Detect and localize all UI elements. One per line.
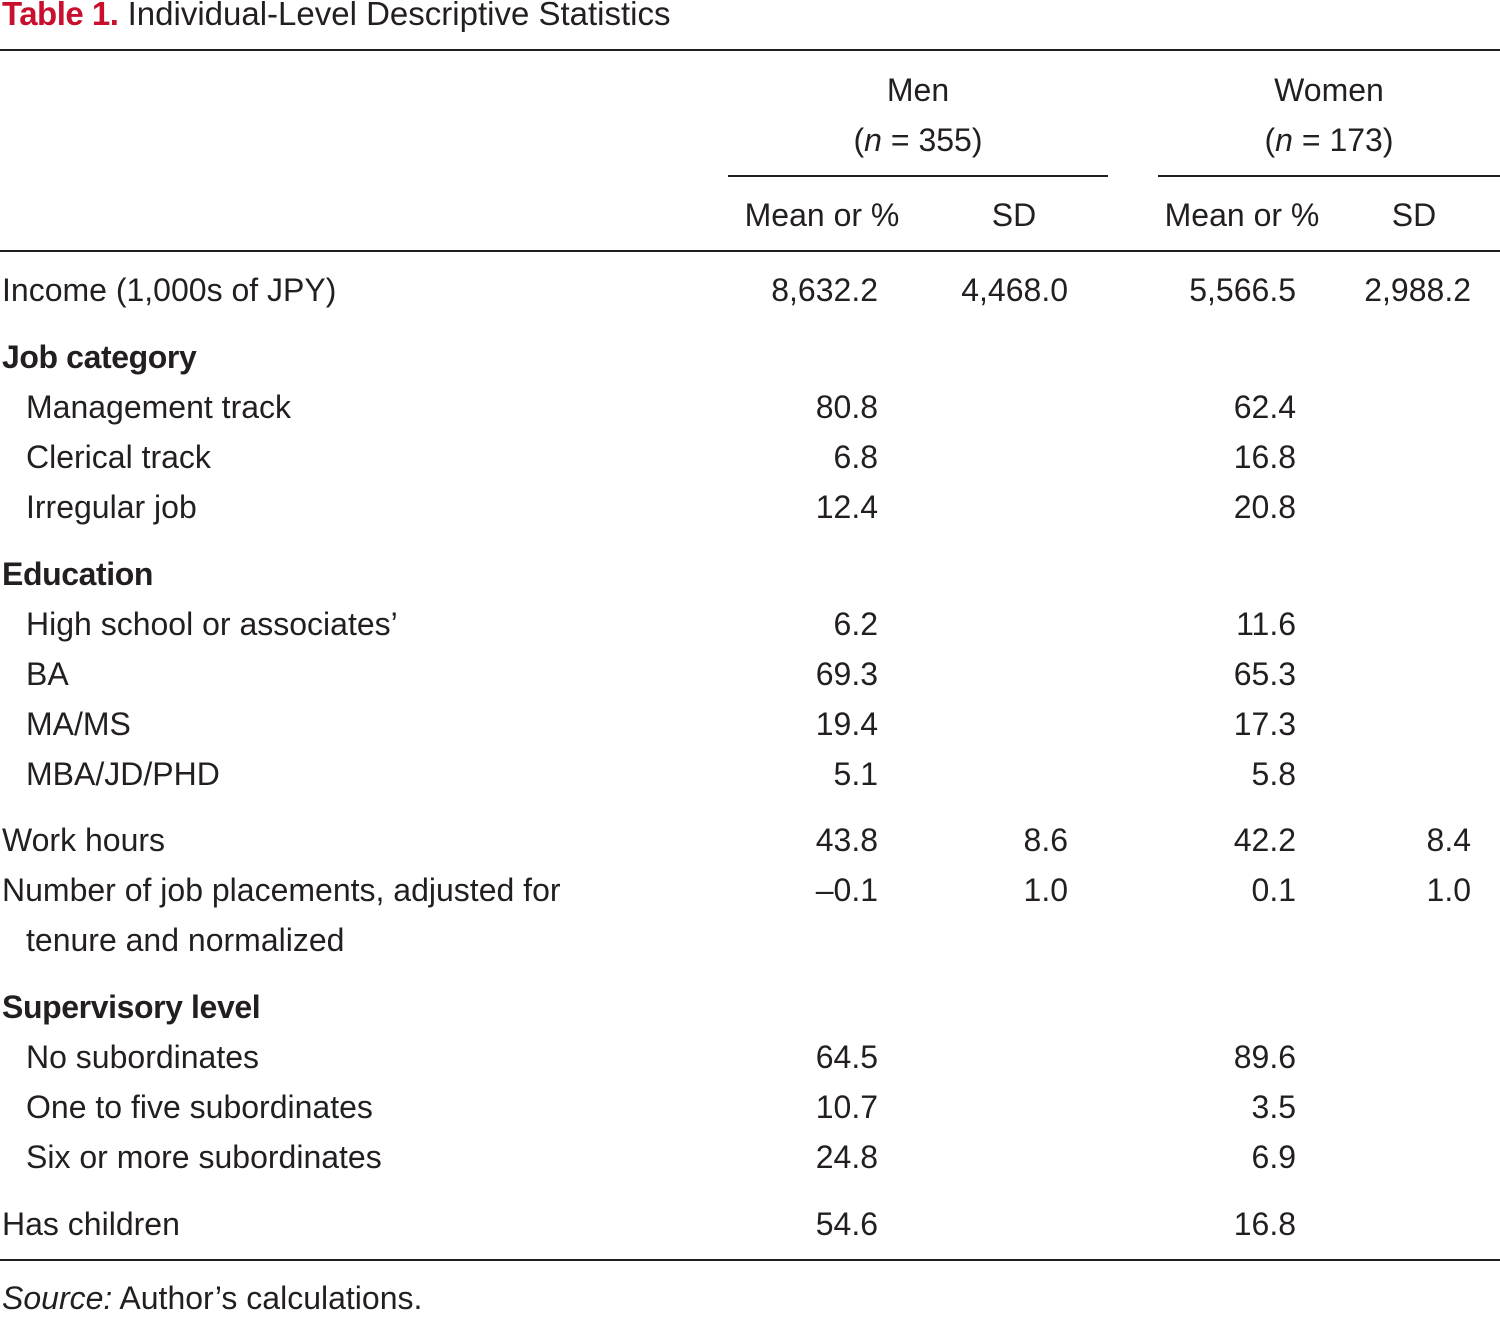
- table-row: Number of job placements, adjusted for –…: [0, 865, 1500, 915]
- cell-women-mean: 6.9: [1251, 1139, 1296, 1175]
- table-row: Clerical track 6.8 16.8: [0, 432, 1500, 482]
- table-row: Has children 54.6 16.8: [0, 1199, 1500, 1249]
- header-rule: [0, 250, 1500, 252]
- group-name: Men: [886, 72, 950, 108]
- table-row: MA/MS 19.4 17.3: [0, 699, 1500, 749]
- row-label: High school or associates’: [26, 606, 398, 642]
- cell-women-sd: 1.0: [1426, 872, 1471, 908]
- col-header-women-sd: SD: [1391, 197, 1437, 233]
- row-label: Has children: [2, 1206, 180, 1242]
- cell-women-mean: 16.8: [1233, 439, 1296, 475]
- col-header-women-mean: Mean or %: [1164, 197, 1320, 233]
- row-label: MBA/JD/PHD: [26, 756, 220, 792]
- section-header: Education: [0, 549, 1500, 599]
- bottom-rule: [0, 1259, 1500, 1261]
- table-label: Table 1.: [2, 0, 119, 32]
- cell-men-mean: 54.6: [815, 1206, 878, 1242]
- cell-women-mean: 17.3: [1233, 706, 1296, 742]
- cell-men-sd: 8.6: [1023, 822, 1068, 858]
- cell-women-mean: 5.8: [1251, 756, 1296, 792]
- cell-women-mean: 3.5: [1251, 1089, 1296, 1125]
- group-rule-men: [728, 175, 1108, 177]
- cell-men-mean: 12.4: [815, 489, 878, 525]
- cell-women-sd: 8.4: [1426, 822, 1471, 858]
- group-header-women: Women (n = 173): [1158, 65, 1500, 165]
- row-label: No subordinates: [26, 1039, 260, 1075]
- col-header-men-mean: Mean or %: [744, 197, 900, 233]
- table-row: Irregular job 12.4 20.8: [0, 482, 1500, 532]
- cell-men-mean: –0.1: [815, 872, 878, 908]
- group-header-men: Men (n = 355): [728, 65, 1108, 165]
- cell-women-sd: 2,988.2: [1364, 272, 1471, 308]
- section-header: Job category: [0, 332, 1500, 382]
- table-row: Six or more subordinates 24.8 6.9: [0, 1132, 1500, 1182]
- row-label: Number of job placements, adjusted for: [2, 872, 561, 908]
- row-label: Irregular job: [26, 489, 197, 525]
- source-label: Source:: [2, 1280, 113, 1316]
- cell-women-mean: 11.6: [1236, 606, 1296, 642]
- group-name: Women: [1274, 72, 1384, 108]
- table-row: Management track 80.8 62.4: [0, 382, 1500, 432]
- row-label: Work hours: [2, 822, 166, 858]
- cell-men-mean: 5.1: [833, 756, 878, 792]
- table-row: MBA/JD/PHD 5.1 5.8: [0, 749, 1500, 799]
- table-caption: Table 1. Individual-Level Descriptive St…: [2, 0, 671, 36]
- section-label: Supervisory level: [2, 989, 261, 1025]
- cell-men-sd: 1.0: [1023, 872, 1068, 908]
- cell-men-sd: 4,468.0: [961, 272, 1068, 308]
- cell-men-mean: 64.5: [815, 1039, 878, 1075]
- cell-women-mean: 62.4: [1233, 389, 1296, 425]
- row-label: MA/MS: [26, 706, 131, 742]
- group-n: (n = 173): [1264, 122, 1394, 158]
- cell-men-mean: 24.8: [815, 1139, 878, 1175]
- row-label: Clerical track: [26, 439, 211, 475]
- cell-women-mean: 20.8: [1233, 489, 1296, 525]
- table-title: Individual-Level Descriptive Statistics: [127, 0, 671, 32]
- cell-men-mean: 43.8: [815, 822, 878, 858]
- table-row: One to five subordinates 10.7 3.5: [0, 1082, 1500, 1132]
- row-label: Six or more subordinates: [26, 1139, 382, 1175]
- cell-men-mean: 8,632.2: [771, 272, 878, 308]
- source-text: Author’s calculations.: [112, 1280, 423, 1316]
- section-header: Supervisory level: [0, 982, 1500, 1032]
- cell-men-mean: 10.7: [815, 1089, 878, 1125]
- cell-women-mean: 5,566.5: [1189, 272, 1296, 308]
- cell-men-mean: 6.2: [833, 606, 878, 642]
- table-row: Work hours 43.8 8.6 42.2 8.4: [0, 815, 1500, 865]
- row-label: Income (1,000s of JPY): [2, 272, 337, 308]
- cell-women-mean: 65.3: [1233, 656, 1296, 692]
- top-rule: [0, 49, 1500, 51]
- table-row: BA 69.3 65.3: [0, 649, 1500, 699]
- section-label: Education: [2, 556, 154, 592]
- cell-women-mean: 16.8: [1233, 1206, 1296, 1242]
- cell-women-mean: 42.2: [1233, 822, 1296, 858]
- group-n: (n = 355): [853, 122, 983, 158]
- cell-women-mean: 0.1: [1251, 872, 1296, 908]
- table-row: High school or associates’ 6.2 11.6: [0, 599, 1500, 649]
- cell-men-mean: 80.8: [815, 389, 878, 425]
- source-note: Source: Author’s calculations.: [2, 1276, 422, 1320]
- section-label: Job category: [2, 339, 197, 375]
- row-label: One to five subordinates: [26, 1089, 373, 1125]
- table-row: Income (1,000s of JPY) 8,632.2 4,468.0 5…: [0, 265, 1500, 315]
- row-label: Management track: [26, 389, 292, 425]
- cell-men-mean: 6.8: [833, 439, 878, 475]
- row-label-continuation: tenure and normalized: [26, 922, 345, 958]
- group-rule-women: [1158, 175, 1500, 177]
- table-row: No subordinates 64.5 89.6: [0, 1032, 1500, 1082]
- col-header-men-sd: SD: [991, 197, 1037, 233]
- cell-men-mean: 69.3: [815, 656, 878, 692]
- row-label: BA: [26, 656, 69, 692]
- cell-men-mean: 19.4: [815, 706, 878, 742]
- cell-women-mean: 89.6: [1233, 1039, 1296, 1075]
